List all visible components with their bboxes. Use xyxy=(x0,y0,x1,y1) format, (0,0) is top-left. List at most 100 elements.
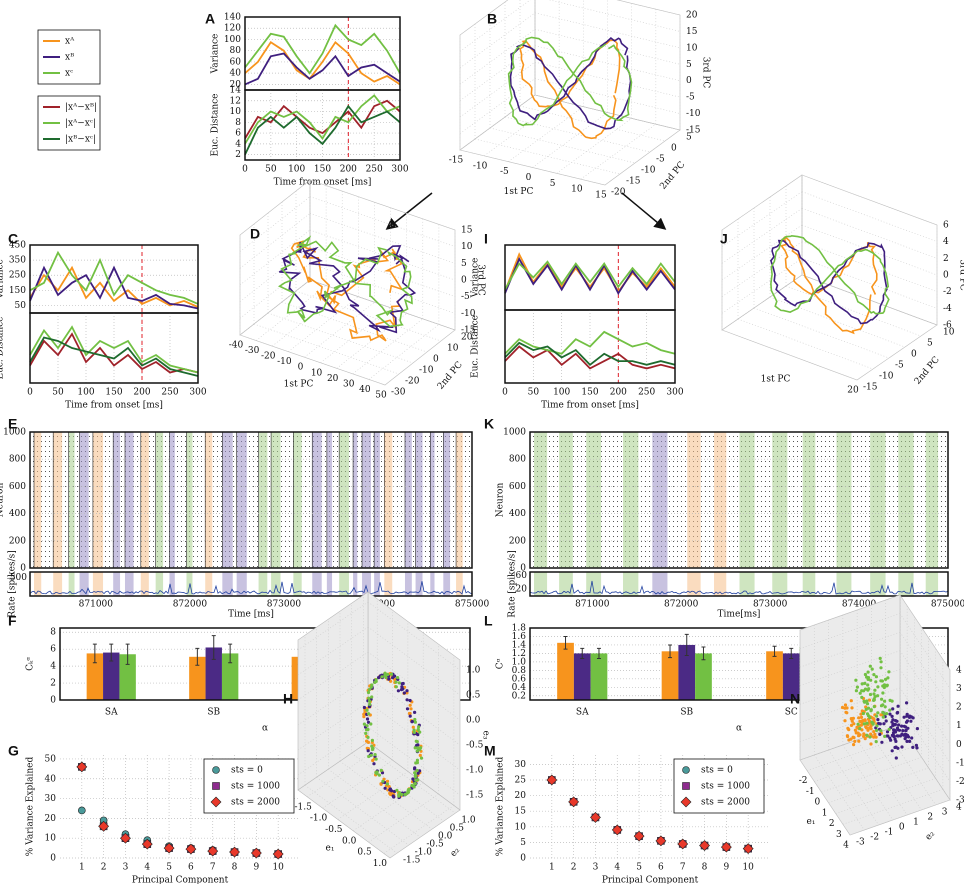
point xyxy=(655,835,667,847)
grid-line xyxy=(532,112,608,168)
grid-line xyxy=(721,191,803,247)
stimulus-band xyxy=(258,432,268,568)
point-cloud xyxy=(394,685,398,689)
y-axis-label: % Variance Explained xyxy=(26,757,36,857)
stimulus-band xyxy=(870,572,886,596)
point-cloud xyxy=(874,735,878,739)
point-cloud xyxy=(880,697,884,701)
legend-label: sts = 2000 xyxy=(701,798,750,808)
point-cloud xyxy=(367,688,371,692)
point-cloud xyxy=(859,715,864,720)
y-tick-label: 6 xyxy=(235,129,241,139)
grid-line xyxy=(288,296,359,352)
grid-line xyxy=(814,754,865,831)
stimulus-band xyxy=(687,432,701,568)
point-cloud xyxy=(860,720,864,724)
x-axis-label: Principal Component xyxy=(602,876,699,884)
grid-line xyxy=(368,793,439,843)
point-cloud xyxy=(881,703,885,707)
point-cloud xyxy=(416,778,420,782)
grid-line xyxy=(519,105,666,142)
y-tick-label: 0 xyxy=(671,144,677,154)
grid-line xyxy=(267,312,414,364)
point-cloud xyxy=(389,679,393,683)
grid-line xyxy=(508,106,584,162)
y-tick-label: 0.6 xyxy=(512,674,527,684)
point-cloud xyxy=(846,734,850,739)
x-tick-label: 5 xyxy=(636,863,642,873)
grid-line xyxy=(459,61,536,118)
point-cloud xyxy=(415,749,419,753)
y-tick-label: 1 xyxy=(913,818,919,828)
point-cloud xyxy=(387,677,391,681)
point-cloud xyxy=(367,712,371,716)
grid-line xyxy=(322,759,393,809)
point-cloud xyxy=(379,782,383,786)
x-tick-label: 150 xyxy=(314,165,331,175)
x-tick-label: 3 xyxy=(123,863,129,873)
y-tick-label: 2 xyxy=(50,679,56,689)
point-cloud xyxy=(849,737,853,741)
point-cloud xyxy=(882,685,886,690)
point-cloud xyxy=(894,745,898,749)
x-tick-label: 9 xyxy=(253,863,259,873)
x-tick-label: 873000 xyxy=(753,600,788,610)
z-tick-label: 0 xyxy=(956,740,962,750)
x-tick-label: -15 xyxy=(449,156,464,166)
stimulus-band xyxy=(140,432,149,568)
rate-axis-label: Rate [spikes/s] xyxy=(508,550,518,617)
bar xyxy=(119,654,136,700)
bar xyxy=(678,644,696,700)
y-tick-label: 10 xyxy=(230,107,242,117)
stimulus-band xyxy=(739,572,755,596)
point-cloud xyxy=(885,730,890,734)
stimulus-band xyxy=(586,432,602,568)
point-cloud xyxy=(392,789,397,794)
x-tick-label: -1.5 xyxy=(295,802,313,812)
point-cloud xyxy=(863,672,868,677)
point-cloud xyxy=(409,707,413,711)
x-tick-label: 872000 xyxy=(664,600,699,610)
point xyxy=(120,832,131,844)
y-tick-label: 600 xyxy=(509,482,526,492)
axis-pane xyxy=(297,741,461,859)
x-tick-label: 300 xyxy=(391,165,408,175)
x-axis-label: Time[ms] xyxy=(718,610,761,620)
stimulus-band xyxy=(714,572,727,596)
point-cloud xyxy=(414,761,418,765)
point-cloud xyxy=(365,739,369,743)
legend-label: sts = 1000 xyxy=(231,782,280,792)
grid-line xyxy=(799,759,851,836)
point-cloud xyxy=(860,682,864,686)
legend-swatch xyxy=(682,782,690,790)
point-cloud xyxy=(853,739,857,744)
y-tick-label: 20 xyxy=(230,80,242,90)
point-cloud xyxy=(395,788,399,792)
y-tick-label: 10 xyxy=(447,344,459,354)
point-cloud xyxy=(414,739,418,743)
stimulus-band xyxy=(222,432,233,568)
point-cloud xyxy=(861,711,866,716)
x-tick-label: 871000 xyxy=(575,600,610,610)
x-tick-label: 2 xyxy=(571,863,577,873)
grid-line xyxy=(885,729,936,806)
y-tick-label: 10 xyxy=(45,834,57,844)
point xyxy=(272,848,284,860)
x-tick-label: 9 xyxy=(723,863,729,873)
x-tick-label: 150 xyxy=(581,388,598,398)
bar xyxy=(573,653,591,700)
point-cloud xyxy=(381,779,385,783)
x-tick-label: 6 xyxy=(658,863,664,873)
grid-line xyxy=(721,258,803,314)
y-tick-label: 0 xyxy=(520,564,526,574)
z-tick-label: 2 xyxy=(943,254,949,264)
point-cloud xyxy=(840,705,845,710)
series-line xyxy=(29,336,199,377)
bar xyxy=(766,651,783,700)
point-cloud xyxy=(857,716,861,720)
bar xyxy=(557,642,574,700)
point-cloud xyxy=(366,690,371,695)
x-tick-label: 874000 xyxy=(842,600,877,610)
y-tick-label: 600 xyxy=(9,482,26,492)
grid-line xyxy=(842,744,894,821)
